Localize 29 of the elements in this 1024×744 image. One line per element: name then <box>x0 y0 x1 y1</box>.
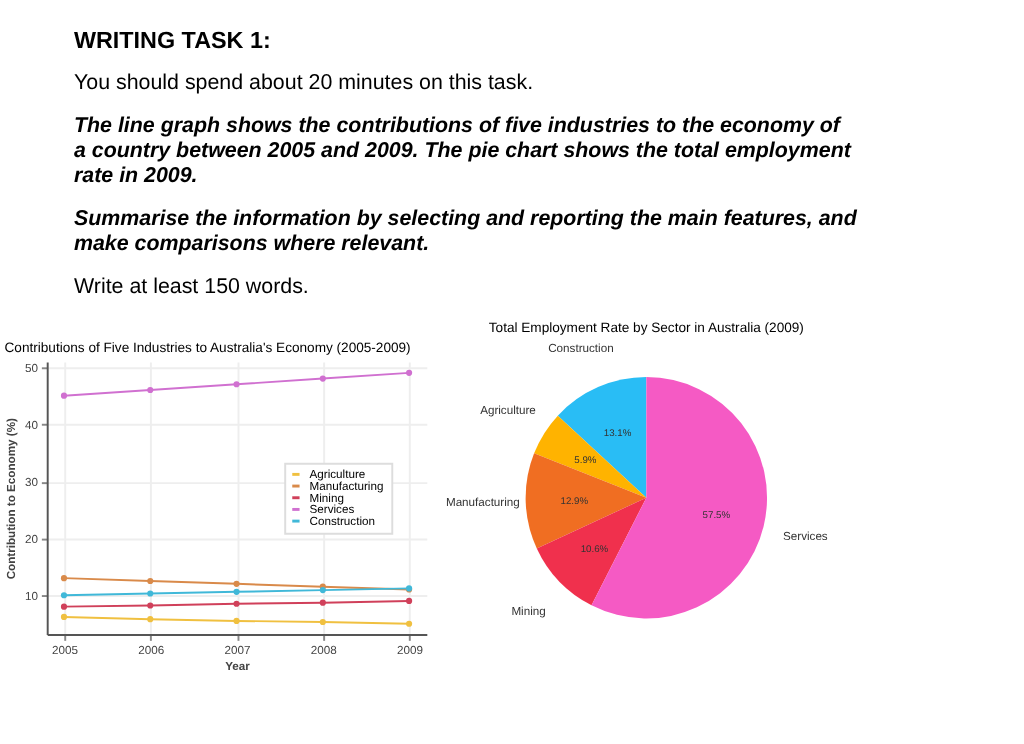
point <box>233 617 240 624</box>
point <box>233 600 240 607</box>
text: You should spend about 20 minutes on this task. <box>73 70 534 95</box>
point <box>406 369 413 376</box>
point <box>147 602 154 609</box>
pie-slice <box>534 415 647 498</box>
text: WRITING TASK 1: <box>73 28 271 55</box>
pie-slice <box>525 453 647 549</box>
point <box>147 577 154 585</box>
point <box>233 381 240 388</box>
point <box>147 386 154 394</box>
pie-slice <box>557 377 647 498</box>
point <box>233 580 240 587</box>
point <box>60 603 68 610</box>
text: The line graph shows the contributions of five industries to the economy of a country between 2005 and 2009. The pie chart shows the total employment rate in 2009. <box>73 113 852 189</box>
point <box>319 599 326 606</box>
point <box>60 575 68 582</box>
point <box>319 375 326 382</box>
point <box>147 590 154 597</box>
point <box>147 616 154 623</box>
pie-slice <box>536 497 647 606</box>
point <box>60 392 68 399</box>
text: Summarise the information by selecting and reporting the main features, and make comparisons where relevant. <box>73 207 858 257</box>
point <box>233 588 240 595</box>
point <box>60 613 68 620</box>
point <box>406 620 413 627</box>
text: Write at least 150 words. <box>73 275 309 300</box>
point <box>60 592 68 599</box>
point <box>406 597 413 605</box>
